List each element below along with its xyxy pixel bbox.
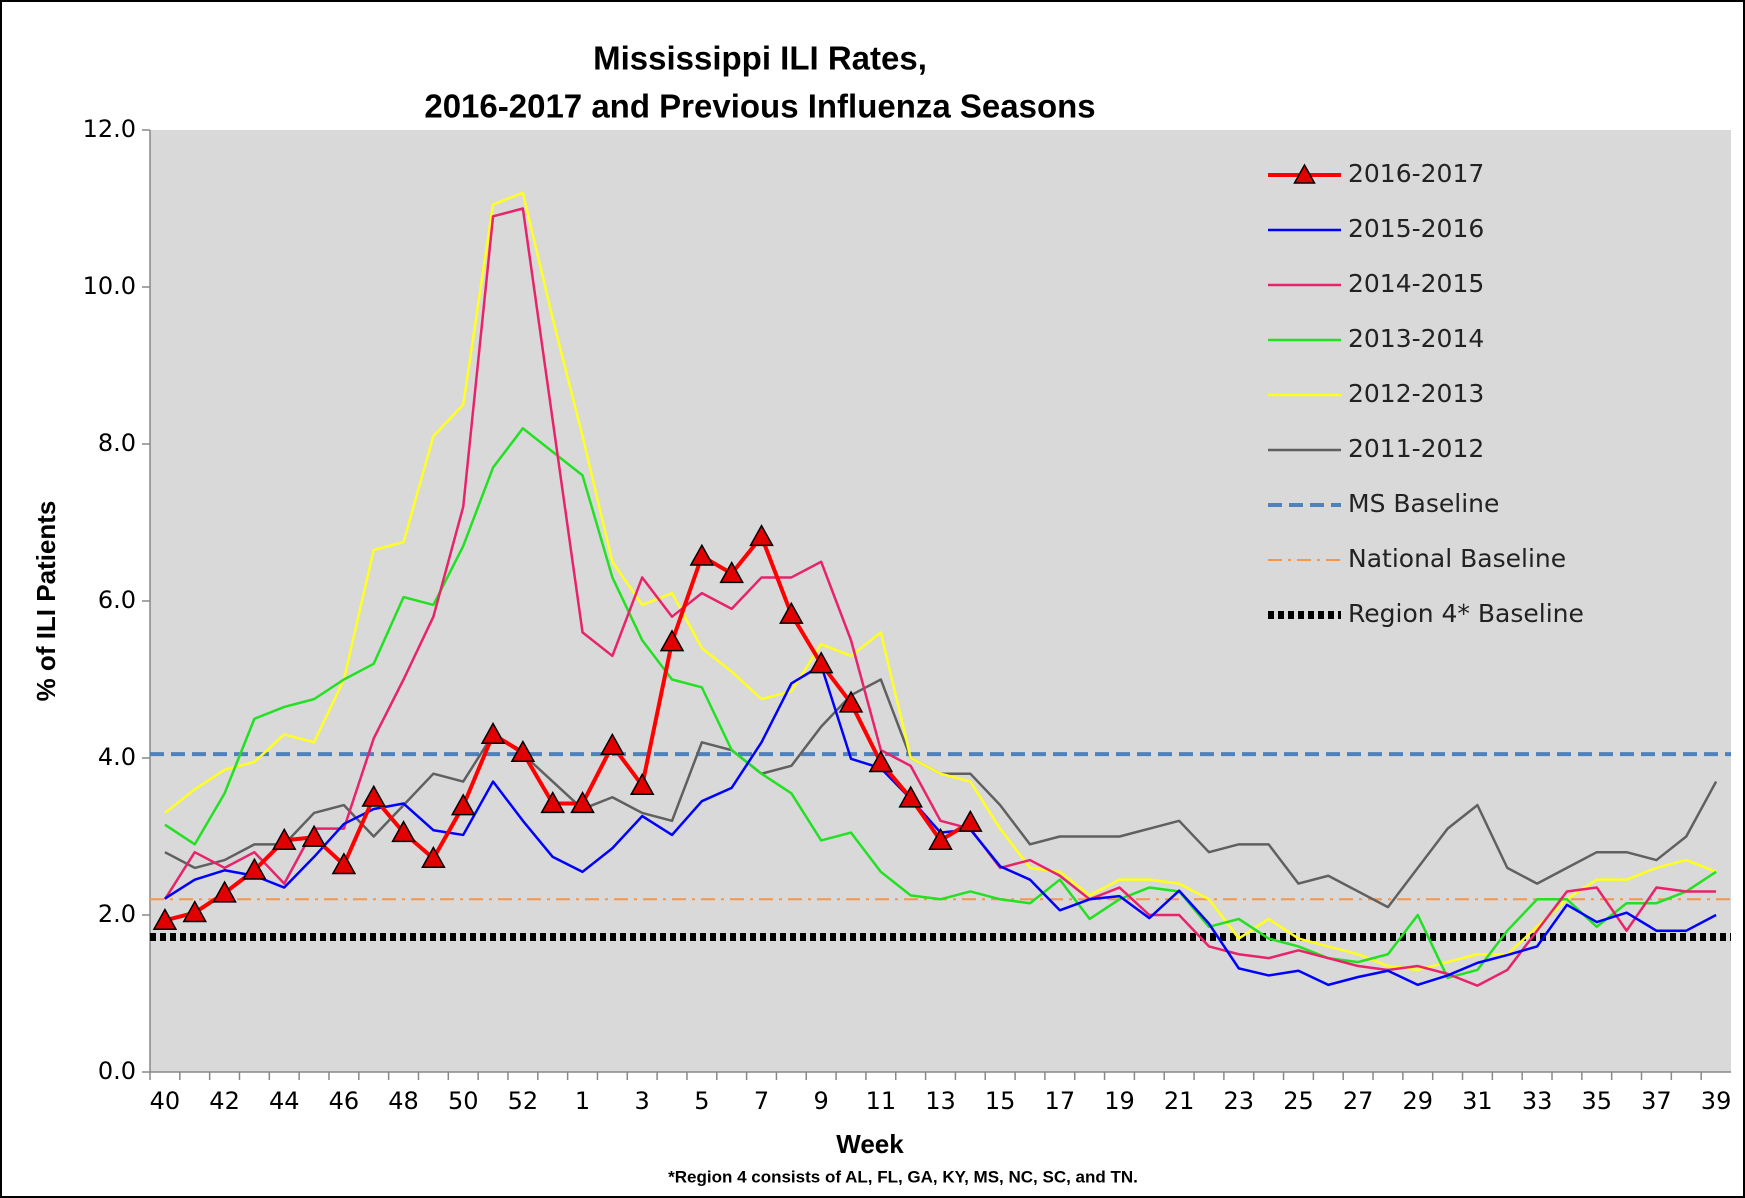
legend-label: 2012-2013 xyxy=(1348,379,1484,408)
marker xyxy=(570,790,595,814)
marker xyxy=(719,560,744,584)
legend-label: 2011-2012 xyxy=(1348,434,1484,463)
marker xyxy=(450,793,476,816)
marker xyxy=(928,827,953,850)
x-tick-label: 5 xyxy=(694,1087,709,1115)
series-line xyxy=(163,207,1717,987)
chart-title: Mississippi ILI Rates, xyxy=(593,40,927,77)
legend-label: 2014-2015 xyxy=(1348,269,1484,298)
x-tick-label: 1 xyxy=(575,1087,590,1115)
x-tick-label: 44 xyxy=(269,1087,300,1115)
marker xyxy=(540,790,565,814)
x-tick-label: 3 xyxy=(635,1087,650,1115)
plot-area xyxy=(150,130,1731,1072)
y-tick-label: 8.0 xyxy=(98,429,136,457)
x-tick-label: 23 xyxy=(1224,1087,1255,1115)
x-tick-label: 9 xyxy=(814,1087,829,1115)
legend-label: Region 4* Baseline xyxy=(1348,599,1584,628)
marker xyxy=(689,543,715,566)
marker xyxy=(271,827,297,850)
y-tick-label: 6.0 xyxy=(98,586,136,614)
marker xyxy=(182,900,208,923)
y-tick-label: 12.0 xyxy=(83,115,136,143)
marker xyxy=(808,651,834,674)
series-line xyxy=(164,427,1717,980)
marker xyxy=(659,629,685,652)
x-tick-label: 21 xyxy=(1164,1087,1195,1115)
x-tick-label: 31 xyxy=(1462,1087,1493,1115)
marker xyxy=(779,601,804,624)
legend-label: National Baseline xyxy=(1348,544,1566,573)
x-tick-label: 46 xyxy=(329,1087,360,1115)
x-tick-label: 52 xyxy=(508,1087,539,1115)
marker xyxy=(301,824,327,847)
marker xyxy=(749,524,774,547)
x-tick-label: 33 xyxy=(1522,1087,1553,1115)
y-tick-label: 4.0 xyxy=(98,743,136,771)
legend-label: 2015-2016 xyxy=(1348,214,1484,243)
marker xyxy=(212,880,237,903)
legend-marker xyxy=(1293,163,1316,184)
marker xyxy=(600,732,625,755)
marker xyxy=(331,852,357,875)
y-tick-label: 10.0 xyxy=(83,272,136,300)
x-tick-label: 40 xyxy=(150,1087,181,1115)
legend-label: MS Baseline xyxy=(1348,489,1499,518)
marker xyxy=(361,784,387,807)
x-tick-label: 15 xyxy=(985,1087,1016,1115)
x-tick-label: 42 xyxy=(209,1087,240,1115)
marker xyxy=(958,809,983,832)
x-tick-label: 39 xyxy=(1701,1087,1732,1115)
x-tick-label: 17 xyxy=(1045,1087,1076,1115)
legend-label: 2013-2014 xyxy=(1348,324,1484,353)
series-line xyxy=(164,191,1717,972)
x-tick-label: 37 xyxy=(1641,1087,1672,1115)
x-tick-label: 27 xyxy=(1343,1087,1374,1115)
marker xyxy=(242,857,267,880)
y-tick-label: 2.0 xyxy=(98,900,136,928)
x-tick-label: 29 xyxy=(1403,1087,1434,1115)
series-line xyxy=(164,534,972,923)
marker xyxy=(510,739,536,763)
marker xyxy=(152,907,178,931)
x-tick-label: 19 xyxy=(1104,1087,1135,1115)
x-tick-label: 11 xyxy=(866,1087,897,1115)
x-tick-label: 35 xyxy=(1581,1087,1612,1115)
marker xyxy=(421,845,446,869)
legend-label: 2016-2017 xyxy=(1348,159,1484,188)
x-axis-title: Week xyxy=(836,1129,904,1159)
x-tick-label: 25 xyxy=(1283,1087,1314,1115)
y-tick-label: 0.0 xyxy=(98,1057,136,1085)
x-tick-label: 50 xyxy=(448,1087,479,1115)
marker xyxy=(898,785,923,808)
x-tick-label: 13 xyxy=(925,1087,956,1115)
x-tick-label: 48 xyxy=(388,1087,419,1115)
y-axis-title: % of ILI Patients xyxy=(31,501,61,702)
marker xyxy=(391,820,416,843)
footnote: *Region 4 consists of AL, FL, GA, KY, MS… xyxy=(668,1167,1138,1186)
marker xyxy=(868,750,894,773)
chart-title: 2016-2017 and Previous Influenza Seasons xyxy=(424,88,1095,125)
marker xyxy=(838,690,864,713)
marker xyxy=(629,772,655,796)
marker xyxy=(480,721,506,744)
x-tick-label: 7 xyxy=(754,1087,769,1115)
